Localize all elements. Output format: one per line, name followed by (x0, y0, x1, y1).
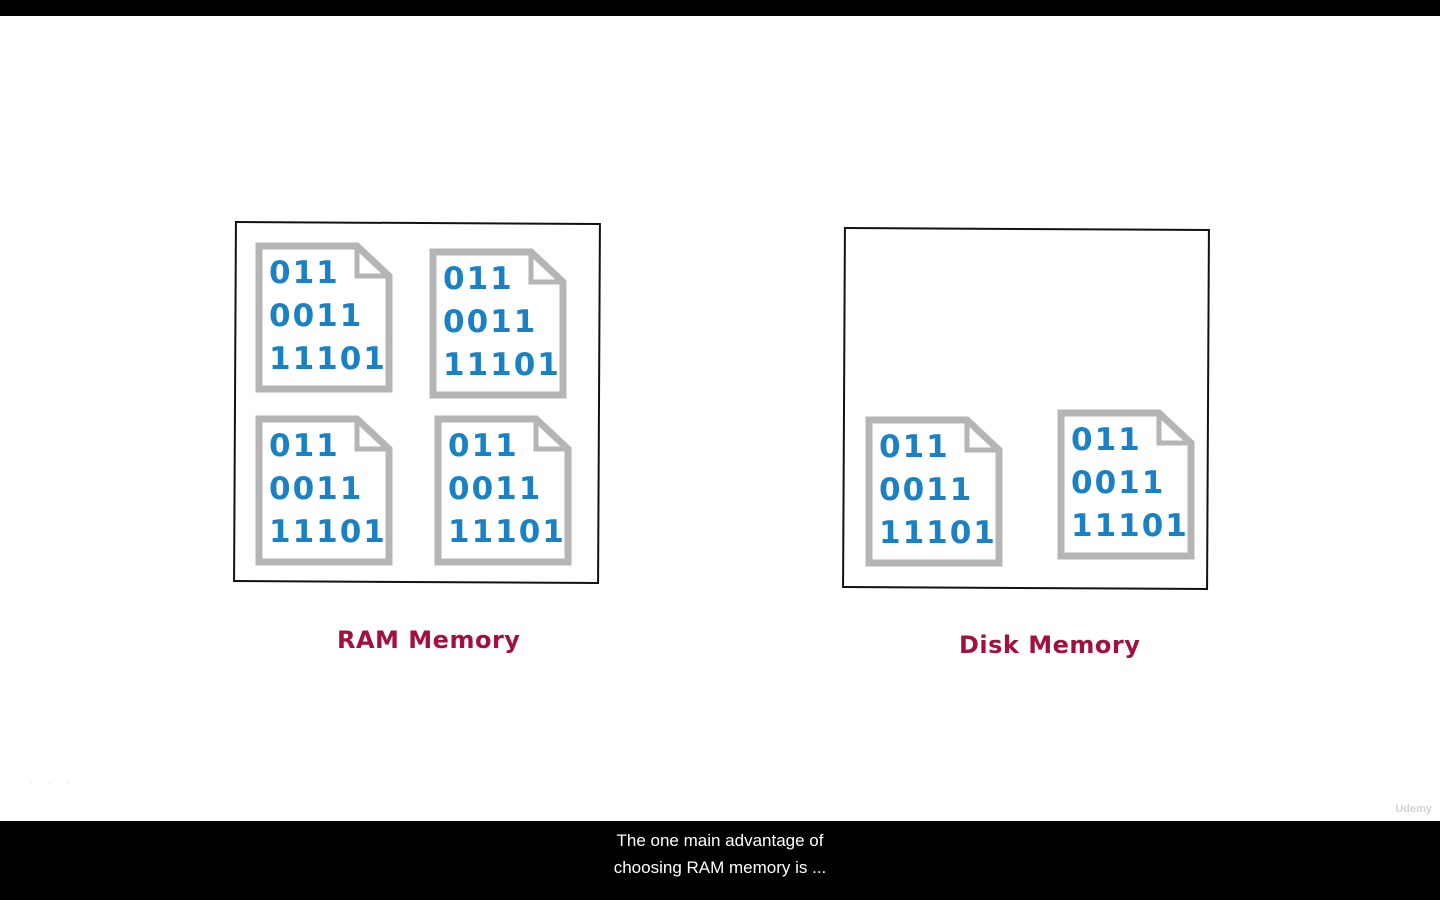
bits-line-3: 11101 (448, 514, 566, 550)
subtitle-line-1: The one main advantage of (616, 831, 824, 850)
bits-line-3: 11101 (1071, 508, 1189, 544)
bits-line-2: 0011 (269, 471, 364, 507)
decorative-dots: · · · (30, 778, 76, 789)
video-top-bar (0, 0, 1440, 16)
bits-line-2: 0011 (1071, 465, 1166, 501)
file-icon (1057, 409, 1195, 560)
file-icon (429, 248, 567, 399)
bits-line-3: 11101 (269, 341, 387, 377)
disk-binary-file-icon: 011 0011 11101 (865, 416, 1005, 572)
bits-line-1: 011 (269, 428, 340, 464)
subtitle-line-2: choosing RAM memory is ... (613, 858, 827, 877)
bits-line-1: 011 (1071, 422, 1142, 458)
lecture-slide: 011 0011 11101 011 0011 11101 011 0011 1… (0, 16, 1440, 821)
file-icon (255, 242, 393, 393)
bits-line-1: 011 (879, 429, 950, 465)
file-icon (865, 416, 1003, 567)
bits-line-3: 11101 (443, 347, 561, 383)
ram-binary-file-icon: 011 0011 11101 (429, 248, 569, 404)
bits-line-2: 0011 (443, 304, 538, 340)
ram-binary-file-icon: 011 0011 11101 (255, 242, 395, 398)
file-icon (434, 415, 572, 566)
bits-line-2: 0011 (269, 298, 364, 334)
disk-binary-file-icon: 011 0011 11101 (1057, 409, 1197, 565)
bits-line-1: 011 (269, 255, 340, 291)
ram-binary-file-icon: 011 0011 11101 (255, 415, 395, 571)
bits-line-1: 011 (443, 261, 514, 297)
subtitle-text: The one main advantage of choosing RAM m… (0, 827, 1440, 881)
bits-line-1: 011 (448, 428, 519, 464)
subtitle-bar: The one main advantage of choosing RAM m… (0, 821, 1440, 900)
udemy-watermark: Udemy (1395, 803, 1432, 815)
ram-binary-file-icon: 011 0011 11101 (434, 415, 574, 571)
bits-line-3: 11101 (879, 515, 997, 551)
file-icon (255, 415, 393, 566)
bits-line-2: 0011 (448, 471, 543, 507)
bits-line-3: 11101 (269, 514, 387, 550)
disk-memory-label: Disk Memory (959, 631, 1141, 659)
bits-line-2: 0011 (879, 472, 974, 508)
ram-memory-label: RAM Memory (337, 626, 521, 654)
